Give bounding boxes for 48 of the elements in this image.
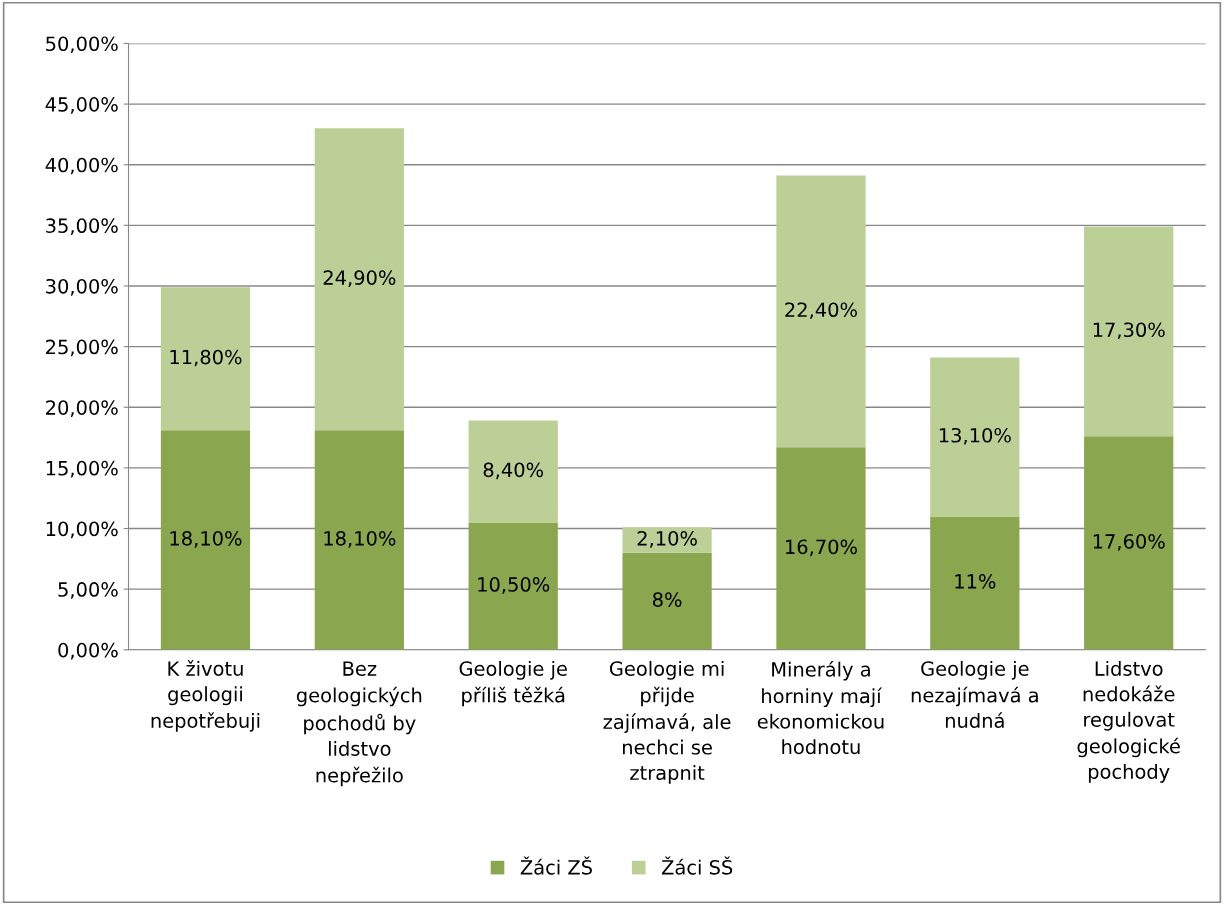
y-tick-label: 5,00% (58, 582, 118, 599)
x-tick-label: Lidstvo nedokáže regulovat geologické pochody (1077, 660, 1180, 783)
bar (314, 128, 404, 431)
y-tick-label: 30,00% (46, 278, 118, 296)
legend-label: Žáci ZŠ (520, 856, 592, 875)
data-label: 18,10% (170, 530, 242, 548)
bar (776, 175, 866, 448)
y-tick-label: 35,00% (46, 218, 118, 235)
bar (930, 357, 1020, 517)
y-tick-label: 25,00% (46, 339, 118, 357)
bar (622, 527, 712, 553)
x-tick-label: Geologie je nezajímavá a nudná (911, 660, 1038, 729)
data-label: 17,60% (1093, 534, 1165, 551)
bar (468, 420, 558, 523)
data-label: 17,30% (1093, 322, 1165, 340)
y-tick-label: 40,00% (45, 157, 118, 175)
bar (776, 447, 866, 650)
y-tick-label: 10,00% (46, 521, 118, 539)
data-label: 16,70% (786, 539, 857, 557)
bar (160, 287, 251, 431)
bar (314, 430, 404, 650)
bar (160, 430, 251, 650)
data-label: 22,40% (785, 302, 857, 320)
bar (1084, 436, 1174, 650)
x-tick-label: Bez geologických pochodů by lidstvo nepřežilo (296, 661, 422, 787)
bar (1084, 226, 1174, 437)
x-tick-label: Geologie mi přijde zajímavá, ale nechci se ztrapnit (603, 660, 731, 784)
y-tick-label: 0,00% (58, 642, 118, 660)
x-tick-label: Minerály a horniny mají ekonomickou hodnotu (757, 660, 884, 755)
x-tick-label: Geologie je příliš těžká (459, 660, 567, 707)
x-tick-label: K životu geologii nepotřebuji (151, 660, 260, 732)
bar (622, 552, 712, 650)
data-label: 2,10% (637, 530, 697, 548)
legend-label: Žáci SŠ (661, 856, 733, 875)
y-tick-label: 15,00% (46, 460, 118, 478)
y-tick-label: 45,00% (45, 97, 118, 114)
data-label: 13,10% (939, 427, 1011, 445)
data-label: 10,50% (478, 577, 550, 594)
data-label: 8,40% (483, 462, 544, 480)
bar (930, 516, 1020, 650)
data-label: 18,10% (324, 530, 396, 548)
y-tick-label: 20,00% (46, 400, 118, 417)
data-label: 24,90% (323, 270, 396, 287)
data-label: 11,80% (170, 349, 242, 367)
bar (468, 522, 558, 650)
data-label: 8% (652, 592, 682, 607)
y-tick-label: 50,00% (46, 36, 118, 54)
data-label: 11% (955, 574, 996, 589)
